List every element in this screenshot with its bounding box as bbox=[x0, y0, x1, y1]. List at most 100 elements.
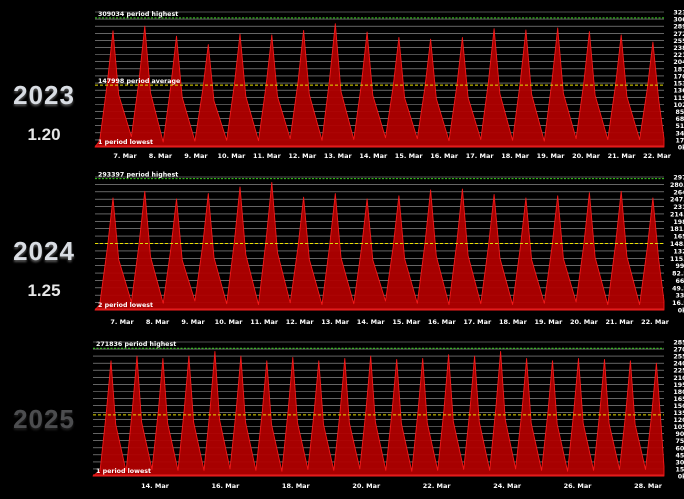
y-tick-label: 270k bbox=[673, 347, 684, 354]
x-tick-label: 18. Mar bbox=[282, 482, 311, 490]
y-tick-label: 60k bbox=[676, 445, 684, 452]
chart-panel-2: 297k280.5k264k247.5k231k214.5k198k181.5k… bbox=[94, 172, 684, 326]
x-tick-label: 16. Mar bbox=[428, 318, 457, 326]
average-label: 147998 period average bbox=[98, 78, 180, 85]
x-tick-label: 9. Mar bbox=[184, 152, 208, 160]
x-tick-label: 19. Mar bbox=[537, 152, 566, 160]
y-tick-label: 90k bbox=[676, 431, 684, 438]
y-tick-label: 66k bbox=[676, 278, 684, 285]
y-tick-label: 51k bbox=[676, 123, 684, 130]
x-tick-label: 10. Mar bbox=[217, 152, 246, 160]
y-tick-label: 255k bbox=[673, 38, 684, 45]
y-tick-label: 180k bbox=[673, 389, 684, 396]
y-tick-label: 148.5k bbox=[670, 241, 684, 248]
y-tick-label: 221k bbox=[673, 52, 684, 59]
x-tick-label: 9. Mar bbox=[181, 318, 205, 326]
x-tick-label: 16. Mar bbox=[212, 482, 241, 490]
y-tick-label: 285k bbox=[673, 340, 684, 347]
x-tick-label: 7. Mar bbox=[113, 152, 137, 160]
y-tick-label: 238k bbox=[673, 45, 684, 52]
x-tick-label: 24. Mar bbox=[493, 482, 522, 490]
x-tick-label: 17. Mar bbox=[466, 152, 495, 160]
y-tick-label: 85k bbox=[676, 109, 684, 116]
y-tick-label: 132k bbox=[673, 248, 684, 255]
x-tick-label: 11. Mar bbox=[250, 318, 279, 326]
y-tick-label: 119k bbox=[673, 95, 684, 102]
year-label-2024: 2024 1.25 bbox=[0, 236, 88, 301]
y-tick-label: 280.5k bbox=[670, 182, 684, 189]
y-tick-label: 33k bbox=[676, 293, 684, 300]
y-tick-label: 165k bbox=[673, 234, 684, 241]
y-tick-label: 214.5k bbox=[670, 211, 684, 218]
y-tick-label: 255k bbox=[673, 354, 684, 361]
x-tick-label: 7. Mar bbox=[110, 318, 134, 326]
y-tick-label: 105k bbox=[673, 424, 684, 431]
highest-label: 309034 period highest bbox=[98, 11, 178, 18]
x-tick-label: 22. Mar bbox=[641, 318, 670, 326]
year-label-2023: 2023 1.20 bbox=[0, 80, 88, 145]
y-tick-label: 204k bbox=[673, 59, 684, 66]
highest-label: 293397 period highest bbox=[98, 172, 178, 179]
x-tick-label: 20. Mar bbox=[572, 152, 601, 160]
x-tick-label: 22. Mar bbox=[423, 482, 452, 490]
x-tick-label: 14. Mar bbox=[141, 482, 170, 490]
x-tick-label: 20. Mar bbox=[570, 318, 599, 326]
lowest-label: 2 period lowest bbox=[98, 302, 153, 309]
y-tick-label: 15k bbox=[676, 466, 684, 473]
x-tick-label: 20. Mar bbox=[352, 482, 381, 490]
y-tick-label: 75k bbox=[676, 438, 684, 445]
y-tick-label: 136k bbox=[673, 88, 684, 95]
y-tick-label: 170k bbox=[673, 73, 684, 80]
chart-panel-1: 323k306k289k272k255k238k221k204k187k170k… bbox=[94, 10, 684, 160]
y-tick-label: 99k bbox=[676, 263, 684, 270]
x-tick-label: 21. Mar bbox=[606, 318, 635, 326]
highest-label: 271836 period highest bbox=[96, 341, 176, 348]
y-tick-label: 150k bbox=[673, 403, 684, 410]
y-tick-label: 225k bbox=[673, 368, 684, 375]
year-text: 2024 bbox=[13, 236, 75, 266]
y-tick-label: 198k bbox=[673, 219, 684, 226]
version-text: 1.25 bbox=[27, 281, 61, 300]
series-area bbox=[94, 23, 665, 148]
y-tick-label: 165k bbox=[673, 396, 684, 403]
y-tick-label: 82.5k bbox=[672, 271, 684, 278]
x-tick-label: 8. Mar bbox=[146, 318, 170, 326]
y-tick-label: 195k bbox=[673, 382, 684, 389]
y-tick-label: 210k bbox=[673, 375, 684, 382]
y-tick-label: 0k bbox=[678, 308, 684, 315]
series-area bbox=[94, 181, 665, 311]
y-tick-label: 187k bbox=[673, 66, 684, 73]
y-tick-label: 49.5k bbox=[672, 285, 684, 292]
x-tick-label: 21. Mar bbox=[608, 152, 637, 160]
x-tick-label: 8. Mar bbox=[149, 152, 173, 160]
y-tick-label: 231k bbox=[673, 204, 684, 211]
x-tick-label: 12. Mar bbox=[286, 318, 315, 326]
x-tick-label: 13. Mar bbox=[321, 318, 350, 326]
y-tick-label: 30k bbox=[676, 459, 684, 466]
y-tick-label: 306k bbox=[673, 17, 684, 24]
y-tick-label: 153k bbox=[673, 81, 684, 88]
y-tick-label: 247.5k bbox=[670, 197, 684, 204]
x-tick-label: 10. Mar bbox=[215, 318, 244, 326]
y-tick-label: 102k bbox=[673, 102, 684, 109]
x-tick-label: 12. Mar bbox=[288, 152, 317, 160]
y-tick-label: 34k bbox=[676, 130, 684, 137]
year-label-2025: 2025 bbox=[0, 404, 88, 449]
y-tick-label: 240k bbox=[673, 361, 684, 368]
y-tick-label: 16.5k bbox=[672, 300, 684, 307]
y-tick-label: 0k bbox=[678, 145, 684, 152]
year-text: 2025 bbox=[13, 404, 75, 434]
y-tick-label: 0k bbox=[678, 474, 684, 481]
x-tick-label: 17. Mar bbox=[463, 318, 492, 326]
y-tick-label: 45k bbox=[676, 452, 684, 459]
x-tick-label: 13. Mar bbox=[324, 152, 353, 160]
x-tick-label: 28. Mar bbox=[634, 482, 663, 490]
y-tick-label: 297k bbox=[673, 175, 684, 182]
x-tick-label: 18. Mar bbox=[499, 318, 528, 326]
y-tick-label: 120k bbox=[673, 417, 684, 424]
y-tick-label: 68k bbox=[676, 116, 684, 123]
version-text: 1.20 bbox=[27, 125, 61, 144]
x-tick-label: 16. Mar bbox=[430, 152, 459, 160]
lowest-label: 1 period lowest bbox=[98, 139, 153, 146]
